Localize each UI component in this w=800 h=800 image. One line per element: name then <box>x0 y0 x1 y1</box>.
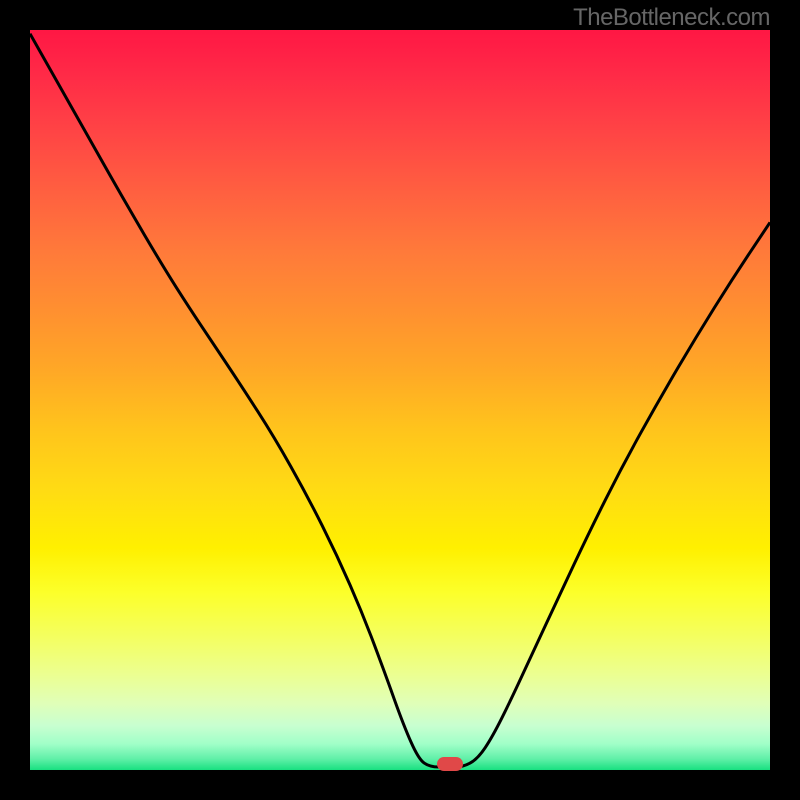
gradient-background <box>30 30 770 770</box>
optimum-marker <box>437 757 463 771</box>
chart-plot-area <box>30 30 770 770</box>
watermark-text: TheBottleneck.com <box>573 4 770 32</box>
